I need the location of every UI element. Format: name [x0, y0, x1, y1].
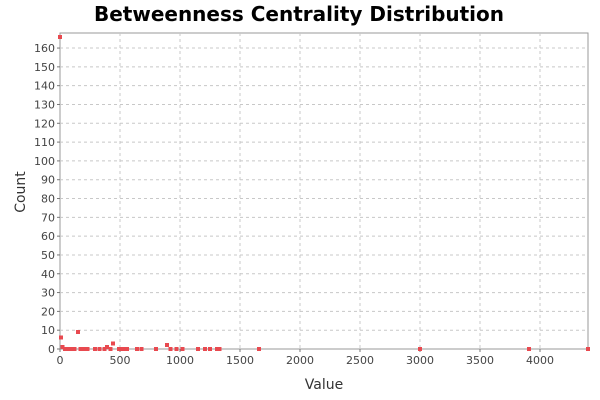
- data-point: [196, 347, 200, 351]
- data-point: [60, 345, 65, 350]
- data-point: [203, 347, 208, 351]
- data-point: [108, 347, 113, 351]
- data-point: [217, 347, 222, 351]
- chart-title: Betweenness Centrality Distribution: [94, 2, 504, 26]
- data-point: [92, 347, 97, 351]
- data-point: [68, 347, 73, 351]
- y-tick-label: 40: [41, 268, 55, 281]
- y-tick-label: 130: [34, 98, 55, 111]
- data-point: [139, 347, 144, 351]
- data-point: [586, 347, 590, 351]
- y-tick-label: 10: [41, 324, 55, 337]
- y-tick-label: 0: [48, 343, 55, 356]
- y-tick-label: 110: [34, 136, 55, 149]
- data-point: [134, 347, 139, 351]
- y-axis: 0 10 20 30 40 50 60 70 80 90 100 110 120 130 140 150 160: [34, 42, 60, 356]
- y-tick-label: 20: [41, 305, 55, 318]
- data-point: [257, 347, 262, 351]
- data-point: [62, 347, 67, 351]
- data-point: [58, 34, 62, 39]
- data-point: [168, 347, 173, 351]
- y-tick-label: 50: [41, 249, 55, 262]
- x-axis: 0 500 1000 1500 2000 2500 3000 3500 4000: [57, 349, 554, 367]
- y-tick-label: 30: [41, 287, 55, 300]
- x-tick-label: 3500: [466, 354, 494, 367]
- data-point: [215, 347, 220, 351]
- data-point: [102, 347, 107, 351]
- data-point: [164, 343, 169, 348]
- data-point: [78, 347, 83, 351]
- data-point: [418, 347, 422, 351]
- y-tick-label: 120: [34, 117, 55, 130]
- data-point: [116, 347, 121, 351]
- data-point: [97, 347, 102, 351]
- data-point: [85, 347, 90, 351]
- x-tick-label: 2500: [346, 354, 374, 367]
- data-point: [104, 345, 109, 350]
- data-point: [208, 347, 212, 351]
- plot-area: [59, 32, 589, 350]
- data-point: [65, 347, 70, 351]
- data-point: [125, 347, 130, 351]
- data-point: [121, 347, 126, 351]
- x-tick-label: 500: [110, 354, 131, 367]
- data-point: [154, 347, 158, 351]
- x-tick-label: 2000: [286, 354, 314, 367]
- x-tick-label: 0: [57, 354, 64, 367]
- grid: [60, 33, 588, 349]
- y-tick-label: 90: [41, 174, 55, 187]
- x-tick-label: 1500: [226, 354, 254, 367]
- data-point: [119, 347, 124, 351]
- y-axis-label: Count: [13, 171, 29, 213]
- data-point: [82, 347, 86, 351]
- y-tick-label: 140: [34, 80, 55, 93]
- data-point: [76, 330, 80, 335]
- data-point: [174, 347, 179, 351]
- data-points: [58, 34, 590, 351]
- data-point: [527, 347, 532, 351]
- y-tick-label: 100: [34, 155, 55, 168]
- data-point: [59, 335, 64, 340]
- data-point: [180, 347, 185, 351]
- y-tick-label: 150: [34, 61, 55, 74]
- y-tick-label: 160: [34, 42, 55, 55]
- data-point: [110, 341, 115, 346]
- y-tick-label: 60: [41, 230, 55, 243]
- x-axis-label: Value: [305, 377, 343, 393]
- y-tick-label: 70: [41, 211, 55, 224]
- x-tick-label: 1000: [166, 354, 194, 367]
- y-tick-label: 80: [41, 193, 55, 206]
- data-point: [72, 347, 77, 351]
- x-tick-label: 4000: [526, 354, 554, 367]
- x-tick-label: 3000: [406, 354, 434, 367]
